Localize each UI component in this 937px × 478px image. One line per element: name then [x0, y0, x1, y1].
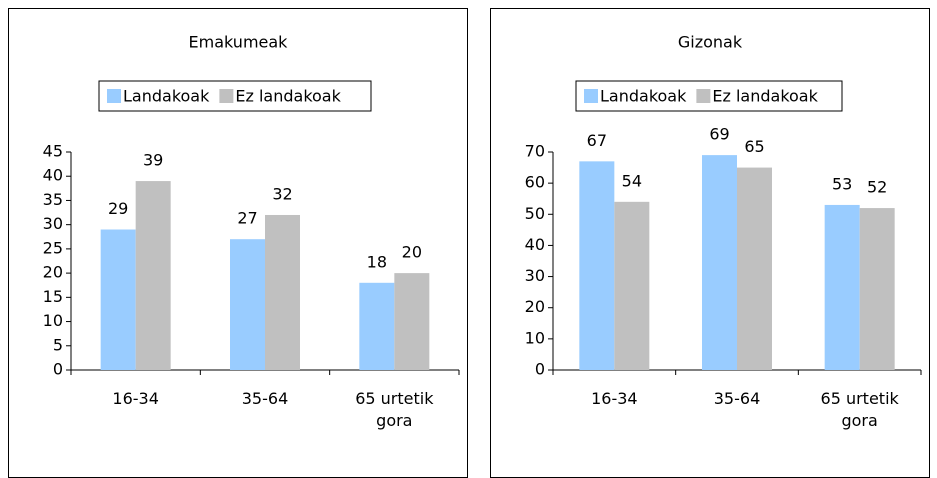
legend-label: Ez landakoak: [712, 87, 818, 106]
legend-box: [98, 80, 372, 112]
bar: [265, 214, 300, 370]
y-tick-label: 25: [43, 238, 63, 257]
bar: [135, 181, 171, 370]
legend-swatch: [584, 89, 598, 103]
y-tick-label: 15: [43, 287, 63, 306]
chart-panel: Gizonak Landakoak Ez landakoak 0 10 20 30 40 50 6…: [490, 8, 930, 478]
legend-swatch: [107, 89, 121, 103]
data-label: 18: [367, 252, 387, 271]
legend-label: Ez landakoak: [235, 87, 341, 106]
chart-title: Emakumeak: [189, 33, 289, 52]
data-label: 52: [867, 178, 887, 197]
bar: [100, 229, 136, 370]
data-label: 27: [237, 209, 257, 228]
y-tick-label: 30: [43, 214, 63, 233]
y-tick-label: 10: [43, 311, 63, 330]
data-label: 53: [832, 174, 852, 193]
data-label: 20: [402, 243, 422, 262]
legend-swatch: [696, 89, 711, 103]
y-tick-label: 0: [53, 360, 63, 379]
bar: [579, 161, 615, 370]
y-tick-label: 50: [525, 204, 545, 223]
y-tick-label: 40: [43, 166, 63, 185]
y-tick-label: 35: [43, 190, 63, 209]
x-tick-label: 35-64: [713, 389, 761, 408]
y-tick-label: 10: [525, 328, 545, 347]
chart-panel: Emakumeak Landakoak Ez landakoak 0 5 10 15 20 25…: [8, 8, 468, 478]
data-label: 54: [622, 171, 642, 190]
bar: [859, 208, 895, 370]
x-tick-label: 35-64: [241, 389, 289, 408]
bar: [230, 239, 265, 370]
legend-label: Landakoak: [600, 87, 687, 106]
y-tick-label: 40: [525, 235, 545, 254]
data-label: 39: [143, 151, 163, 170]
x-tick-label: 16-34: [112, 389, 159, 408]
bar: [824, 204, 860, 370]
chart-title: Gizonak: [678, 33, 743, 52]
y-tick-label: 20: [525, 297, 545, 316]
data-label: 67: [587, 131, 607, 150]
bar: [614, 201, 650, 370]
y-tick-label: 30: [525, 266, 545, 285]
data-label: 32: [272, 184, 292, 203]
bar: [359, 282, 395, 370]
bar: [702, 155, 737, 370]
y-tick-label: 20: [43, 263, 63, 282]
legend-swatch: [219, 89, 234, 103]
y-tick-label: 70: [525, 142, 545, 161]
data-label: 65: [744, 137, 764, 156]
data-label: 29: [108, 199, 128, 218]
x-tick-label: 65 urtetik gora: [355, 389, 434, 430]
y-tick-label: 0: [535, 360, 545, 379]
chart: Gizonak Landakoak Ez landakoak 0 10 20 30 40 50 6…: [525, 33, 922, 379]
x-tick-label: 16-34: [591, 389, 638, 408]
y-tick-label: 60: [525, 173, 545, 192]
x-tick-label: 65 urtetik gora: [820, 389, 899, 430]
data-label: 69: [709, 125, 729, 144]
chart: Emakumeak Landakoak Ez landakoak 0 5 10 15 20 25…: [43, 33, 460, 379]
page: {"chart_data": [ {"type": "bar", "title"…: [8, 8, 930, 478]
bar: [737, 167, 772, 370]
legend-label: Landakoak: [123, 87, 210, 106]
y-tick-label: 5: [53, 335, 63, 354]
bar: [394, 273, 430, 370]
y-tick-label: 45: [43, 142, 63, 161]
